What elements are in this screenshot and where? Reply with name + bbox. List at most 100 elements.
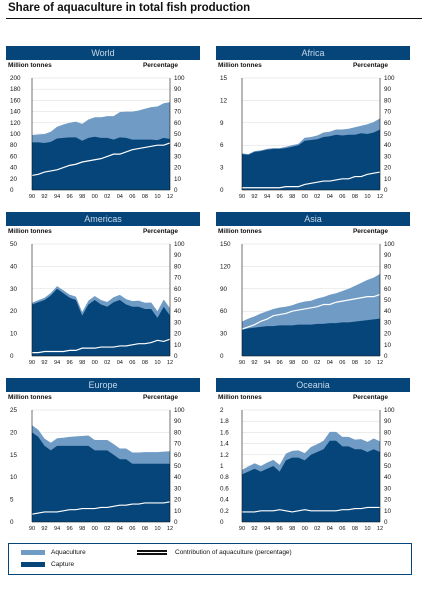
line-contribution bbox=[31, 501, 171, 515]
y-tick-label: 0 bbox=[10, 519, 14, 526]
y-tick-label: 10 bbox=[10, 474, 18, 481]
y-tick-label: 50 bbox=[10, 241, 18, 248]
y2-tick-label: 30 bbox=[384, 153, 392, 160]
panel-title: World bbox=[6, 46, 200, 60]
right-axis-unit: Percentage bbox=[142, 394, 178, 401]
x-tick-label: 92 bbox=[251, 194, 257, 200]
y-tick-label: 30 bbox=[10, 286, 18, 293]
x-tick-label: 12 bbox=[167, 360, 173, 366]
x-tick-label: 98 bbox=[79, 194, 85, 200]
y2-tick-label: 80 bbox=[384, 429, 392, 436]
y2-tick-label: 60 bbox=[174, 120, 182, 127]
y2-tick-label: 40 bbox=[174, 142, 182, 149]
x-tick-label: 96 bbox=[67, 526, 73, 532]
y2-tick-label: 50 bbox=[384, 297, 392, 304]
y2-tick-label: 90 bbox=[174, 418, 182, 425]
left-axis-unit: Million tonnes bbox=[8, 394, 52, 401]
y2-tick-label: 90 bbox=[384, 86, 392, 93]
y2-tick-label: 50 bbox=[384, 463, 392, 470]
x-tick-label: 98 bbox=[289, 194, 295, 200]
y2-tick-label: 70 bbox=[384, 275, 392, 282]
left-axis-unit: Million tonnes bbox=[8, 228, 52, 235]
y-tick-label: 20 bbox=[10, 176, 18, 183]
x-tick-label: 94 bbox=[54, 526, 60, 532]
y-tick-label: 1.2 bbox=[220, 452, 229, 459]
line-contribution bbox=[31, 142, 171, 177]
y-tick-label: 120 bbox=[10, 120, 21, 127]
panel-americas: Americas Million tonnes Percentage 0 10 20… bbox=[6, 212, 200, 372]
y2-tick-label: 60 bbox=[174, 452, 182, 459]
legend-label-aquaculture: Aquaculture bbox=[51, 549, 86, 556]
x-tick-label: 04 bbox=[117, 526, 123, 532]
x-tick-label: 92 bbox=[251, 360, 257, 366]
x-tick-label: 06 bbox=[129, 194, 135, 200]
left-axis-unit: Million tonnes bbox=[218, 62, 262, 69]
y-tick-label: 0 bbox=[220, 187, 224, 194]
chart-africa: 0 3 6 9 12 15 0 10 20 30 40 50 60 70 80 90 100 90 92 94 96 98… bbox=[220, 75, 395, 200]
y2-tick-label: 10 bbox=[384, 508, 392, 515]
y2-tick-label: 70 bbox=[174, 275, 182, 282]
y2-tick-label: 10 bbox=[384, 176, 392, 183]
left-axis-unit: Million tonnes bbox=[8, 62, 52, 69]
y-tick-label: 3 bbox=[220, 165, 224, 172]
y-tick-label: 20 bbox=[10, 429, 18, 436]
x-tick-label: 94 bbox=[264, 526, 270, 532]
chart-asia: 0 30 60 90 120 150 0 10 20 30 40 50 60 70 80 90 100 90 92 9… bbox=[220, 241, 395, 366]
left-axis-unit: Million tonnes bbox=[218, 394, 262, 401]
x-tick-label: 06 bbox=[339, 360, 345, 366]
area-capture bbox=[242, 129, 380, 190]
panel-title: Americas bbox=[6, 212, 200, 226]
y2-tick-label: 40 bbox=[174, 474, 182, 481]
y-tick-label: 0.4 bbox=[220, 497, 229, 504]
y2-tick-label: 0 bbox=[384, 519, 388, 526]
x-tick-label: 10 bbox=[154, 526, 160, 532]
panel-oceania: Oceania Million tonnes Percentage 0 0.2 0.… bbox=[216, 378, 410, 538]
x-tick-label: 96 bbox=[277, 360, 283, 366]
y2-tick-label: 100 bbox=[384, 241, 395, 248]
y2-tick-label: 20 bbox=[384, 331, 392, 338]
panel-title: Europe bbox=[6, 378, 200, 392]
x-tick-label: 92 bbox=[41, 194, 47, 200]
left-axis-unit: Million tonnes bbox=[218, 228, 262, 235]
y2-tick-label: 70 bbox=[384, 441, 392, 448]
y2-tick-label: 30 bbox=[174, 153, 182, 160]
x-tick-label: 10 bbox=[364, 360, 370, 366]
y-tick-label: 15 bbox=[220, 75, 228, 82]
x-tick-label: 02 bbox=[104, 360, 110, 366]
y2-tick-label: 100 bbox=[174, 241, 185, 248]
area-capture bbox=[242, 440, 380, 522]
x-tick-label: 00 bbox=[302, 526, 308, 532]
panel-title: Oceania bbox=[216, 378, 410, 392]
panel-title: Asia bbox=[216, 212, 410, 226]
x-tick-label: 94 bbox=[54, 194, 60, 200]
x-tick-label: 12 bbox=[377, 194, 383, 200]
right-axis-unit: Percentage bbox=[352, 228, 388, 235]
x-tick-label: 06 bbox=[129, 526, 135, 532]
x-tick-label: 94 bbox=[264, 194, 270, 200]
x-tick-label: 92 bbox=[251, 526, 257, 532]
y2-tick-label: 70 bbox=[174, 441, 182, 448]
y-tick-label: 0 bbox=[10, 187, 14, 194]
y2-tick-label: 40 bbox=[384, 308, 392, 315]
y2-tick-label: 10 bbox=[174, 508, 182, 515]
y2-tick-label: 60 bbox=[174, 286, 182, 293]
line-contribution bbox=[32, 338, 171, 354]
y-tick-label: 1 bbox=[220, 463, 224, 470]
chart-world: 0204060801001201401601802000102030405060… bbox=[10, 75, 185, 200]
y2-tick-label: 80 bbox=[174, 429, 182, 436]
y-tick-label: 1.4 bbox=[220, 441, 229, 448]
y2-tick-label: 30 bbox=[174, 319, 182, 326]
y-tick-label: 25 bbox=[10, 407, 18, 414]
y2-tick-label: 30 bbox=[174, 485, 182, 492]
y-tick-label: 30 bbox=[220, 331, 228, 338]
panel-title: Africa bbox=[216, 46, 410, 60]
y-tick-label: 20 bbox=[10, 308, 18, 315]
y-tick-label: 120 bbox=[220, 263, 231, 270]
x-tick-label: 92 bbox=[41, 526, 47, 532]
y-tick-label: 0.6 bbox=[220, 485, 229, 492]
x-tick-label: 90 bbox=[239, 526, 245, 532]
x-tick-label: 90 bbox=[29, 194, 35, 200]
page-title: Share of aquaculture in total fish produ… bbox=[8, 2, 251, 14]
y-tick-label: 2 bbox=[220, 407, 224, 414]
y2-tick-label: 100 bbox=[384, 75, 395, 82]
